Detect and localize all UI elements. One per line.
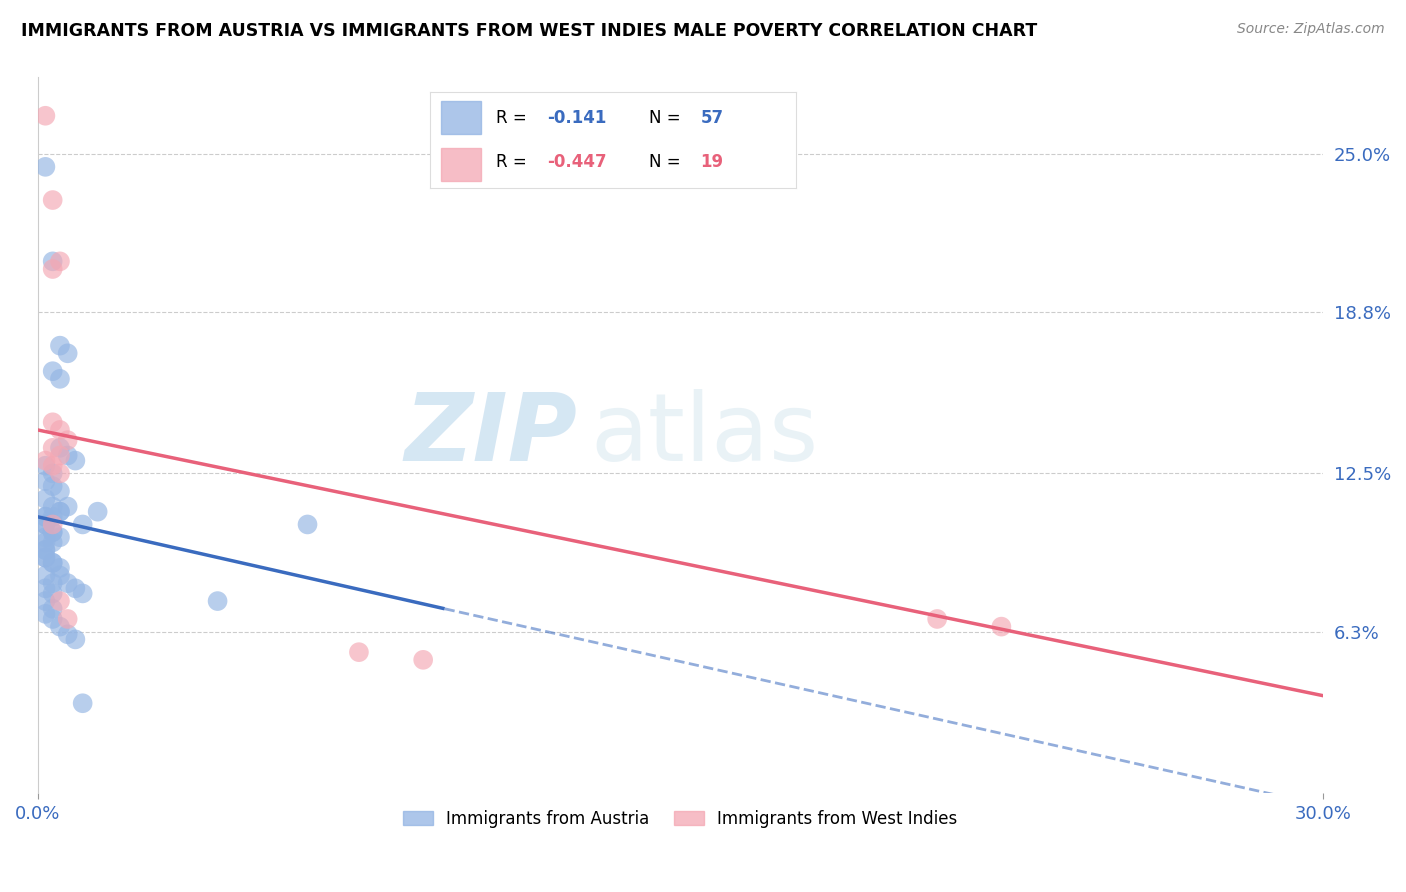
Point: [56, 346, 79, 360]
Point: [34, 568, 56, 582]
Point: [41, 556, 63, 570]
Point: [34, 582, 56, 596]
Point: [34, 517, 56, 532]
Point: [34, 109, 56, 123]
Point: [49, 530, 72, 544]
Point: [41, 441, 63, 455]
Point: [72, 517, 94, 532]
Point: [207, 594, 229, 608]
Point: [49, 338, 72, 352]
Point: [72, 696, 94, 710]
Point: [34, 491, 56, 506]
Text: atlas: atlas: [591, 389, 818, 481]
Point: [49, 594, 72, 608]
Point: [41, 535, 63, 549]
Point: [41, 556, 63, 570]
Point: [990, 619, 1012, 633]
Point: [34, 550, 56, 565]
Text: IMMIGRANTS FROM AUSTRIA VS IMMIGRANTS FROM WEST INDIES MALE POVERTY CORRELATION : IMMIGRANTS FROM AUSTRIA VS IMMIGRANTS FR…: [21, 22, 1038, 40]
Point: [49, 449, 72, 463]
Point: [34, 509, 56, 524]
Point: [34, 594, 56, 608]
Point: [56, 449, 79, 463]
Point: [49, 423, 72, 437]
Point: [41, 612, 63, 626]
Point: [65, 632, 87, 647]
Point: [347, 645, 370, 659]
Point: [41, 479, 63, 493]
Point: [56, 627, 79, 641]
Point: [34, 607, 56, 621]
Point: [56, 500, 79, 514]
Point: [41, 601, 63, 615]
Point: [49, 619, 72, 633]
Point: [41, 500, 63, 514]
Point: [297, 517, 319, 532]
Point: [72, 586, 94, 600]
Point: [41, 415, 63, 429]
Point: [41, 364, 63, 378]
Point: [49, 372, 72, 386]
Point: [34, 474, 56, 488]
Point: [34, 453, 56, 467]
Point: [41, 458, 63, 473]
Point: [41, 525, 63, 540]
Point: [34, 543, 56, 558]
Point: [41, 193, 63, 207]
Point: [56, 612, 79, 626]
Point: [49, 467, 72, 481]
Point: [34, 458, 56, 473]
Point: [34, 517, 56, 532]
Point: [65, 582, 87, 596]
Text: Source: ZipAtlas.com: Source: ZipAtlas.com: [1237, 22, 1385, 37]
Point: [41, 586, 63, 600]
Point: [56, 576, 79, 591]
Point: [34, 535, 56, 549]
Point: [49, 441, 72, 455]
Point: [41, 262, 63, 277]
Point: [65, 453, 87, 467]
Point: [49, 561, 72, 575]
Point: [49, 254, 72, 268]
Point: [49, 505, 72, 519]
Point: [49, 505, 72, 519]
Point: [56, 433, 79, 447]
Point: [41, 576, 63, 591]
Point: [34, 160, 56, 174]
Point: [41, 467, 63, 481]
Point: [86, 505, 108, 519]
Point: [41, 517, 63, 532]
Point: [34, 530, 56, 544]
Point: [49, 484, 72, 499]
Point: [927, 612, 949, 626]
Point: [412, 653, 434, 667]
Text: ZIP: ZIP: [405, 389, 578, 481]
Legend: Immigrants from Austria, Immigrants from West Indies: Immigrants from Austria, Immigrants from…: [396, 803, 965, 834]
Point: [41, 509, 63, 524]
Point: [34, 509, 56, 524]
Point: [41, 525, 63, 540]
Point: [34, 543, 56, 558]
Point: [41, 254, 63, 268]
Point: [34, 550, 56, 565]
Point: [49, 568, 72, 582]
